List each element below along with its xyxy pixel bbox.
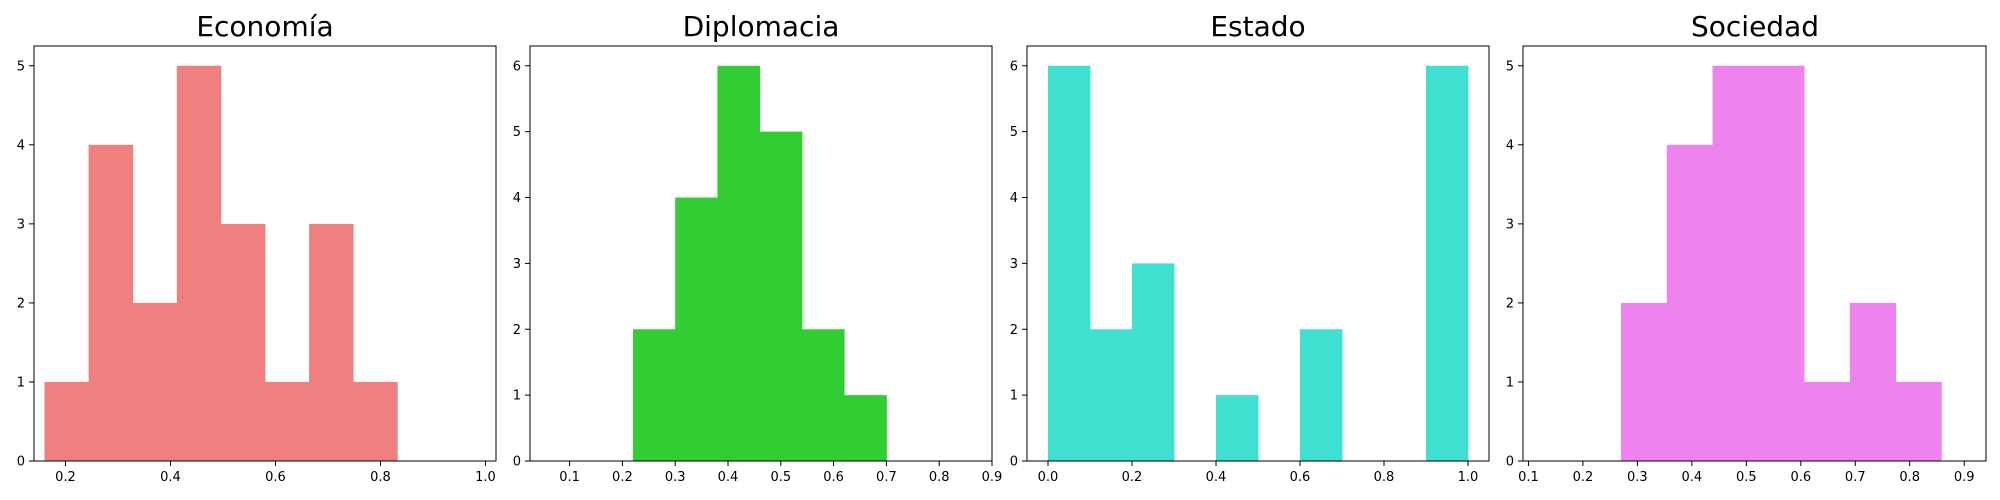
plot-frame-economia bbox=[33, 45, 497, 462]
plot-frame-sociedad bbox=[1522, 45, 1987, 462]
histogram-bar-sociedad-5 bbox=[1849, 302, 1896, 461]
y-tick-label-sociedad-4: 4 bbox=[1506, 138, 1514, 153]
x-tick-label-sociedad-6: 0.7 bbox=[1845, 470, 1866, 485]
histogram-bar-diplomacia-0 bbox=[632, 329, 676, 461]
histogram-bar-economia-2 bbox=[132, 302, 178, 461]
y-tick-label-diplomacia-1: 1 bbox=[513, 389, 521, 404]
histogram-bar-diplomacia-4 bbox=[801, 329, 845, 461]
x-tick-label-diplomacia-2: 0.3 bbox=[665, 470, 686, 485]
x-tick-label-diplomacia-3: 0.4 bbox=[718, 470, 739, 485]
x-tick-label-diplomacia-1: 0.2 bbox=[612, 470, 633, 485]
histogram-bar-estado-0 bbox=[1048, 65, 1091, 461]
y-tick-label-economia-2: 2 bbox=[17, 296, 25, 311]
panel-title-estado: Estado bbox=[1210, 10, 1305, 43]
x-tick-label-sociedad-8: 0.9 bbox=[1954, 470, 1975, 485]
x-tick-label-diplomacia-0: 0.1 bbox=[559, 470, 580, 485]
histogram-bar-diplomacia-3 bbox=[759, 131, 803, 461]
histogram-bar-sociedad-6 bbox=[1895, 381, 1942, 461]
x-tick-label-sociedad-7: 0.8 bbox=[1899, 470, 1920, 485]
x-tick-label-estado-3: 0.6 bbox=[1290, 470, 1311, 485]
x-tick-label-sociedad-1: 0.2 bbox=[1573, 470, 1594, 485]
y-tick-label-estado-5: 5 bbox=[1010, 125, 1018, 140]
x-tick-label-diplomacia-4: 0.5 bbox=[770, 470, 791, 485]
panel-title-economia: Economía bbox=[196, 10, 333, 43]
x-tick-label-economia-1: 0.4 bbox=[160, 470, 181, 485]
histogram-bar-sociedad-2 bbox=[1712, 65, 1759, 461]
x-tick-label-sociedad-5: 0.6 bbox=[1790, 470, 1811, 485]
x-tick-label-estado-0: 0.0 bbox=[1038, 470, 1059, 485]
x-tick-label-diplomacia-5: 0.6 bbox=[823, 470, 844, 485]
histogram-panel-diplomacia: Diplomacia 0.1 0.2 0.3 0.4 0.5 0.6 0.7 0.8 0.9 0 1… bbox=[513, 10, 1003, 485]
histogram-bar-economia-3 bbox=[176, 65, 222, 461]
y-tick-label-diplomacia-2: 2 bbox=[513, 323, 521, 338]
histogram-bar-economia-0 bbox=[44, 381, 89, 461]
histogram-bar-diplomacia-2 bbox=[717, 65, 761, 461]
y-tick-label-sociedad-1: 1 bbox=[1506, 375, 1514, 390]
x-tick-label-economia-4: 1.0 bbox=[475, 470, 496, 485]
histogram-bar-estado-4 bbox=[1216, 395, 1259, 461]
y-tick-label-sociedad-0: 0 bbox=[1506, 455, 1514, 470]
histogram-bar-estado-1 bbox=[1090, 329, 1133, 461]
histogram-panel-sociedad: Sociedad 0.1 0.2 0.3 0.4 0.5 0.6 0.7 0.8 0.9 0 1 2 3… bbox=[1506, 10, 1987, 485]
panel-title-sociedad: Sociedad bbox=[1691, 10, 1819, 43]
x-tick-label-economia-2: 0.6 bbox=[265, 470, 286, 485]
x-tick-label-economia-0: 0.2 bbox=[55, 470, 76, 485]
histogram-bar-diplomacia-5 bbox=[844, 395, 887, 461]
x-tick-label-diplomacia-8: 0.9 bbox=[982, 470, 1003, 485]
y-tick-label-economia-4: 4 bbox=[17, 138, 25, 153]
y-tick-label-economia-0: 0 bbox=[17, 455, 25, 470]
x-tick-label-sociedad-3: 0.4 bbox=[1682, 470, 1703, 485]
histogram-bar-economia-4 bbox=[220, 223, 266, 461]
y-tick-label-estado-0: 0 bbox=[1010, 455, 1018, 470]
y-tick-label-sociedad-3: 3 bbox=[1506, 217, 1514, 232]
plot-frame-estado bbox=[1026, 45, 1490, 462]
y-tick-label-estado-6: 6 bbox=[1010, 59, 1018, 74]
y-tick-label-estado-2: 2 bbox=[1010, 323, 1018, 338]
x-tick-label-sociedad-4: 0.5 bbox=[1736, 470, 1757, 485]
x-tick-label-economia-3: 0.8 bbox=[370, 470, 391, 485]
histogram-bar-sociedad-4 bbox=[1804, 381, 1851, 461]
histogram-bar-sociedad-0 bbox=[1621, 302, 1668, 461]
y-tick-label-diplomacia-3: 3 bbox=[513, 257, 521, 272]
y-tick-label-sociedad-5: 5 bbox=[1506, 59, 1514, 74]
histogram-bar-estado-2 bbox=[1132, 263, 1175, 461]
y-tick-label-diplomacia-4: 4 bbox=[513, 191, 521, 206]
y-tick-label-sociedad-2: 2 bbox=[1506, 296, 1514, 311]
x-tick-label-estado-5: 1.0 bbox=[1458, 470, 1479, 485]
histogram-panel-estado: Estado 0.0 0.2 0.4 0.6 0.8 1.0 0 1 2 3 4 5 6 bbox=[1010, 10, 1490, 485]
histogram-bar-estado-6 bbox=[1300, 329, 1343, 461]
histogram-panel-economia: Economía 0.2 0.4 0.6 0.8 1.0 0 1 2 3 4 5 bbox=[17, 10, 497, 485]
x-tick-label-sociedad-2: 0.3 bbox=[1627, 470, 1648, 485]
x-tick-label-sociedad-0: 0.1 bbox=[1518, 470, 1539, 485]
histogram-bar-economia-7 bbox=[353, 381, 398, 461]
x-tick-label-diplomacia-7: 0.8 bbox=[929, 470, 950, 485]
x-tick-label-diplomacia-6: 0.7 bbox=[876, 470, 897, 485]
y-tick-label-estado-1: 1 bbox=[1010, 389, 1018, 404]
y-tick-label-estado-3: 3 bbox=[1010, 257, 1018, 272]
histogram-bar-estado-9 bbox=[1426, 65, 1469, 461]
y-tick-label-diplomacia-5: 5 bbox=[513, 125, 521, 140]
x-tick-label-estado-4: 0.8 bbox=[1374, 470, 1395, 485]
plot-frame-diplomacia bbox=[529, 45, 993, 462]
y-tick-label-economia-5: 5 bbox=[17, 59, 25, 74]
y-tick-label-diplomacia-6: 6 bbox=[513, 59, 521, 74]
histogram-bar-economia-5 bbox=[265, 381, 310, 461]
y-tick-label-estado-4: 4 bbox=[1010, 191, 1018, 206]
histogram-bar-economia-6 bbox=[309, 223, 354, 461]
histogram-bar-diplomacia-1 bbox=[675, 197, 718, 461]
x-tick-label-estado-2: 0.4 bbox=[1206, 470, 1227, 485]
panel-title-diplomacia: Diplomacia bbox=[683, 10, 840, 43]
y-tick-label-economia-1: 1 bbox=[17, 375, 25, 390]
histogram-bar-sociedad-1 bbox=[1666, 144, 1713, 461]
y-tick-label-diplomacia-0: 0 bbox=[513, 455, 521, 470]
x-tick-label-estado-1: 0.2 bbox=[1122, 470, 1143, 485]
y-tick-label-economia-3: 3 bbox=[17, 217, 25, 232]
histogram-bar-sociedad-3 bbox=[1758, 65, 1805, 461]
histogram-bar-economia-1 bbox=[88, 144, 134, 461]
